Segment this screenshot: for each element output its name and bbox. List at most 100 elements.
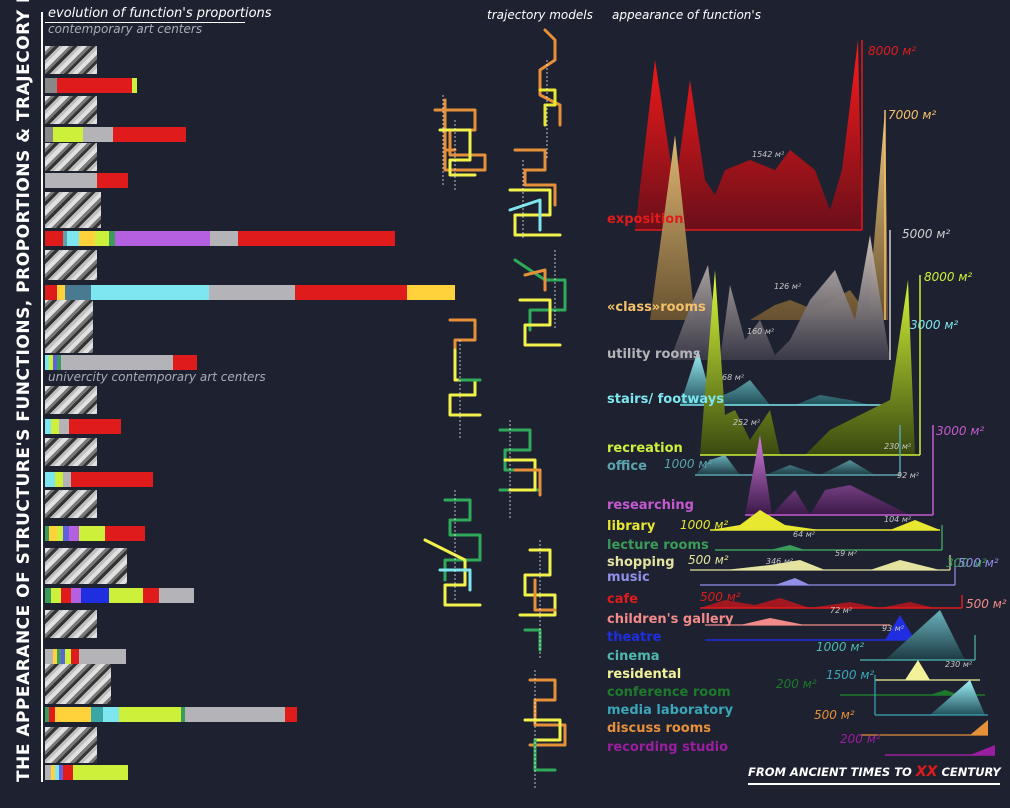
bar-segment bbox=[45, 765, 51, 780]
building-photo bbox=[45, 386, 97, 414]
bar-segment bbox=[45, 707, 49, 722]
bar-segment bbox=[53, 649, 57, 664]
bar-segment bbox=[63, 231, 67, 246]
bar-segment bbox=[53, 355, 57, 370]
bar-segment bbox=[159, 588, 194, 603]
bar-segment bbox=[210, 231, 238, 246]
bar-segment bbox=[45, 173, 97, 188]
bar-segment bbox=[59, 765, 63, 780]
bar-segment bbox=[45, 526, 49, 541]
area-label: 300 м² bbox=[946, 556, 987, 570]
function-label: stairs/ footways bbox=[607, 392, 724, 407]
function-label: discuss rooms bbox=[607, 721, 712, 736]
contemporary-bar bbox=[45, 355, 197, 370]
bar-segment bbox=[61, 588, 71, 603]
bar-segment bbox=[81, 588, 109, 603]
function-label: exposition bbox=[607, 212, 684, 227]
bar-segment bbox=[65, 285, 91, 300]
bar-segment bbox=[45, 127, 53, 142]
university-bar bbox=[45, 649, 126, 664]
bar-segment bbox=[407, 285, 455, 300]
footer-text-right: CENTURY bbox=[937, 765, 1001, 779]
bar-segment bbox=[57, 285, 65, 300]
bar-segment bbox=[109, 588, 143, 603]
area-label: 1000 м² bbox=[816, 640, 865, 654]
function-label: utility rooms bbox=[607, 347, 701, 362]
bar-segment bbox=[119, 707, 181, 722]
bar-segment bbox=[57, 78, 132, 93]
function-label: media laboratory bbox=[607, 703, 734, 718]
bar-segment bbox=[83, 127, 113, 142]
bar-segment bbox=[53, 127, 83, 142]
small-value-label: 68 м² bbox=[722, 373, 744, 382]
area-label: 3000 м² bbox=[936, 424, 985, 438]
bar-segment bbox=[45, 419, 51, 434]
building-photo bbox=[45, 298, 93, 353]
building-photo bbox=[45, 727, 97, 763]
bar-segment bbox=[61, 355, 173, 370]
bar-segment bbox=[132, 78, 137, 93]
function-label: children's gallery bbox=[607, 612, 734, 627]
bar-segment bbox=[115, 231, 210, 246]
building-photo bbox=[45, 46, 97, 74]
bar-segment bbox=[71, 588, 81, 603]
bar-segment bbox=[73, 765, 128, 780]
area-label: 500 м² bbox=[966, 597, 1007, 611]
bar-segment bbox=[209, 285, 295, 300]
function-label: library bbox=[607, 519, 656, 534]
small-value-label: 1542 м² bbox=[752, 150, 785, 159]
building-photo bbox=[45, 192, 101, 228]
university-bar bbox=[45, 419, 121, 434]
bar-segment bbox=[63, 526, 69, 541]
university-bar bbox=[45, 472, 153, 487]
trajectory-header: trajectory models bbox=[487, 8, 593, 22]
bar-segment bbox=[65, 649, 71, 664]
bar-segment bbox=[49, 355, 53, 370]
function-label: music bbox=[607, 570, 650, 585]
building-photo bbox=[45, 664, 111, 704]
building-photo bbox=[45, 548, 127, 584]
area-label: 3000 м² bbox=[910, 318, 959, 332]
bar-segment bbox=[173, 355, 197, 370]
bar-segment bbox=[63, 472, 71, 487]
bar-segment bbox=[79, 526, 105, 541]
bar-segment bbox=[97, 173, 128, 188]
contemporary-bar bbox=[45, 231, 395, 246]
small-value-label: 93 м² bbox=[882, 624, 904, 633]
bar-segment bbox=[45, 355, 49, 370]
appearance-header: appearance of function's bbox=[612, 8, 761, 22]
building-photo bbox=[45, 96, 97, 124]
vertical-title: THE APPEARANCE OF STRUCTURE'S FUNCTIONS,… bbox=[14, 0, 34, 782]
area-label: 500 м² bbox=[958, 556, 999, 570]
bar-segment bbox=[45, 78, 57, 93]
bar-segment bbox=[91, 707, 103, 722]
area-label: 200 м² bbox=[840, 732, 881, 746]
function-label: office bbox=[607, 459, 647, 474]
bar-segment bbox=[51, 588, 61, 603]
area-label: 500 м² bbox=[700, 590, 741, 604]
bar-segment bbox=[105, 526, 145, 541]
bar-segment bbox=[79, 231, 95, 246]
bar-segment bbox=[295, 285, 407, 300]
function-label: «class»rooms bbox=[607, 300, 706, 315]
trajectory-models bbox=[423, 28, 567, 790]
area-label: 500 м² bbox=[814, 708, 855, 722]
university-bar bbox=[45, 526, 145, 541]
area-label: 200 м² bbox=[776, 677, 817, 691]
building-photo bbox=[45, 610, 97, 638]
vertical-divider bbox=[41, 12, 43, 782]
area-label: 1000 м² bbox=[664, 457, 713, 471]
area-label: 1000 м² bbox=[680, 518, 729, 532]
bar-segment bbox=[71, 649, 79, 664]
bar-segment bbox=[51, 419, 59, 434]
bar-segment bbox=[95, 231, 109, 246]
bar-segment bbox=[59, 419, 69, 434]
building-photo bbox=[45, 490, 97, 518]
bar-segment bbox=[69, 419, 121, 434]
small-value-label: 59 м² bbox=[835, 549, 857, 558]
bar-segment bbox=[91, 285, 209, 300]
small-value-label: 126 м² bbox=[774, 282, 802, 291]
contemporary-subheader: contemporary art centers bbox=[48, 22, 203, 36]
bar-segment bbox=[45, 231, 63, 246]
small-value-label: 160 м² bbox=[747, 327, 775, 336]
